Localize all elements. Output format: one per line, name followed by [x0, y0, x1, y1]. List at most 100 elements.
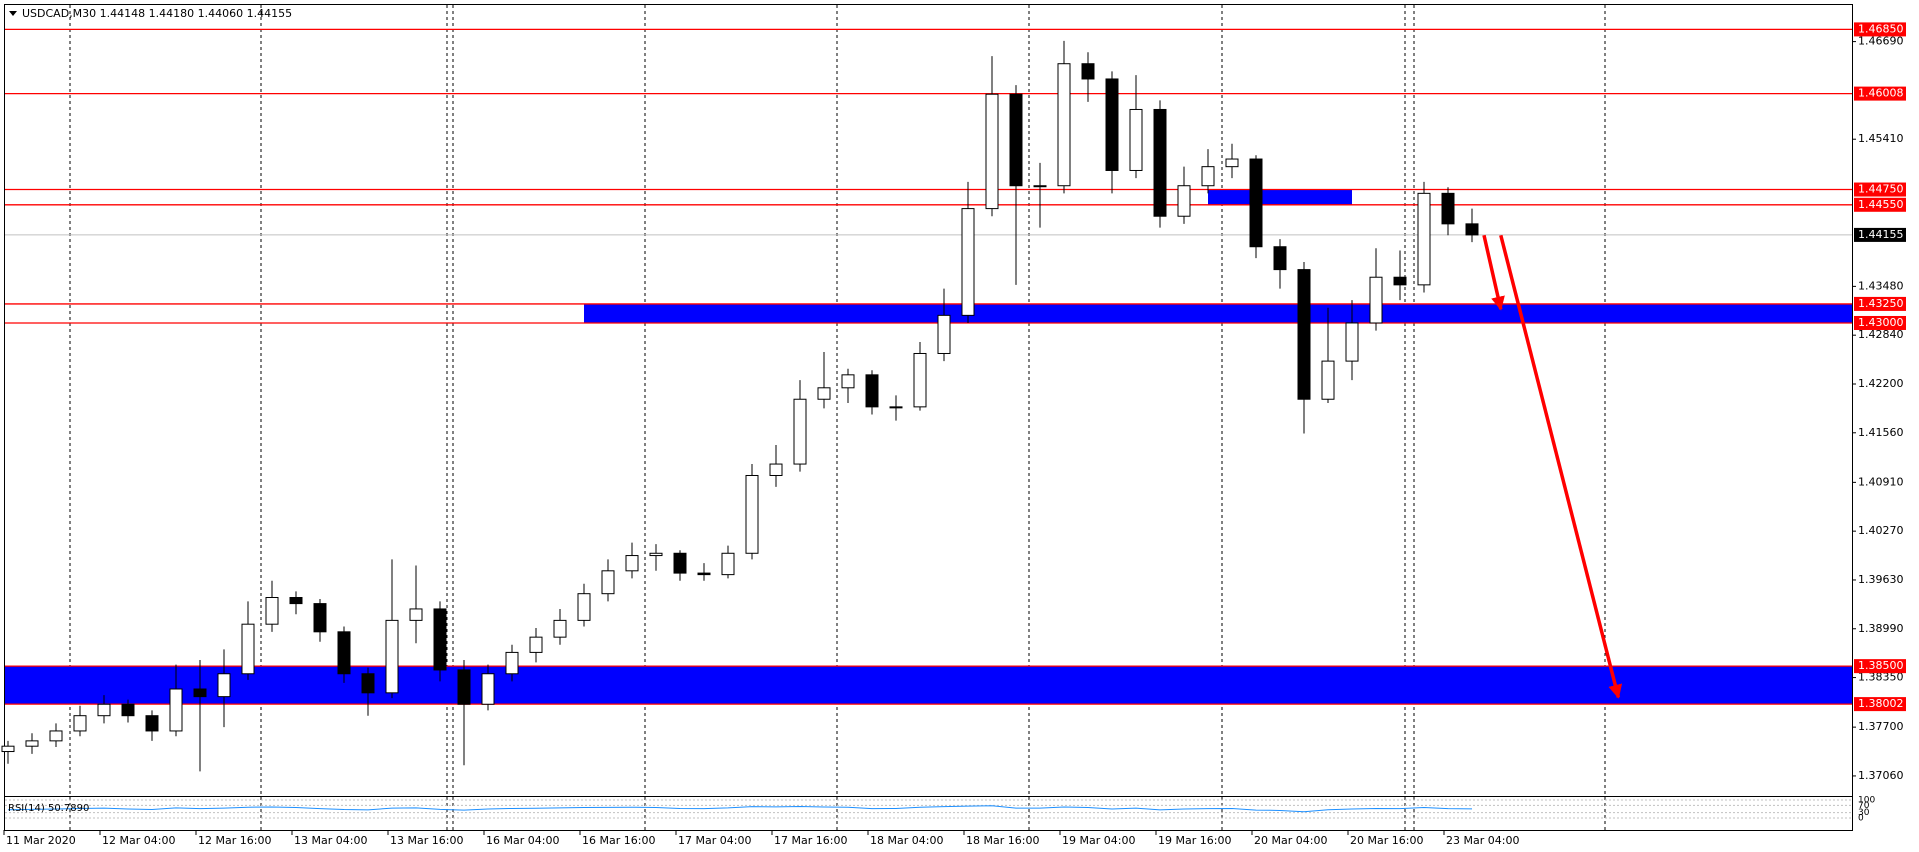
candle-body: [1417, 192, 1431, 286]
candle-body: [409, 608, 423, 621]
x-tick-label: 19 Mar 16:00: [1158, 834, 1231, 847]
candle-body: [1345, 322, 1359, 362]
rsi-tick-label: 30: [1858, 808, 1870, 818]
candle-body: [985, 93, 999, 210]
x-tick-label: 16 Mar 04:00: [486, 834, 559, 847]
candle-body: [1153, 108, 1167, 217]
y-tick-label: 1.41560: [1858, 426, 1904, 439]
candle-body: [1009, 93, 1023, 187]
level-label: 1.46008: [1858, 87, 1904, 100]
zone: [584, 303, 1852, 323]
candle-body: [1129, 108, 1143, 171]
level-label-box: [1854, 22, 1906, 37]
candle-body: [73, 715, 87, 732]
candle-body: [889, 406, 903, 409]
level-label: 1.43250: [1858, 297, 1904, 310]
y-tick-label: 1.39630: [1858, 573, 1904, 586]
candle-body: [265, 597, 279, 625]
menu-triangle[interactable]: [9, 11, 17, 16]
candle-body: [1201, 166, 1215, 187]
candle-body: [1297, 269, 1311, 400]
x-tick-label: 11 Mar 2020: [6, 834, 76, 847]
rsi-label: RSI(14) 50.7890: [8, 803, 89, 814]
candle-body: [1249, 158, 1263, 248]
x-tick-label: 16 Mar 16:00: [582, 834, 655, 847]
candle-body: [529, 636, 543, 653]
candle-body: [793, 398, 807, 465]
last-price-box: [1854, 227, 1906, 242]
candle-body: [385, 619, 399, 694]
candle-body: [1273, 246, 1287, 271]
x-tick-label: 12 Mar 16:00: [198, 834, 271, 847]
y-tick-label: 1.38990: [1858, 622, 1904, 635]
candle-body: [769, 463, 783, 476]
level-label: 1.44750: [1858, 183, 1904, 196]
candle-body: [1225, 158, 1239, 168]
level-label: 1.46850: [1858, 22, 1904, 35]
level-label: 1.43000: [1858, 316, 1904, 329]
candle-body: [865, 374, 879, 408]
candle-body: [625, 555, 639, 572]
y-tick-label: 1.40270: [1858, 524, 1904, 537]
level-label-box: [1854, 315, 1906, 330]
candle-body: [913, 352, 927, 408]
x-tick-label: 20 Mar 16:00: [1350, 834, 1423, 847]
candle-body: [1081, 63, 1095, 80]
candle-body: [961, 208, 975, 316]
x-tick-label: 17 Mar 16:00: [774, 834, 847, 847]
candle-body: [457, 669, 471, 705]
candle-body: [313, 603, 327, 633]
candle-body: [745, 474, 759, 554]
candle-body: [1177, 185, 1191, 217]
y-tick-label: 1.42840: [1858, 328, 1904, 341]
candle-body: [217, 673, 231, 698]
candle-body: [937, 314, 951, 354]
level-label: 1.38002: [1858, 697, 1904, 710]
frame: [4, 4, 1853, 831]
candle-body: [361, 673, 375, 694]
y-tick-label: 1.38350: [1858, 671, 1904, 684]
zone: [5, 666, 1852, 705]
y-tick-label: 1.42200: [1858, 377, 1904, 390]
candle-body: [721, 552, 735, 576]
candle-body: [1321, 360, 1335, 400]
x-tick-label: 17 Mar 04:00: [678, 834, 751, 847]
level-label-box: [1854, 182, 1906, 197]
x-tick-label: 13 Mar 16:00: [390, 834, 463, 847]
candle-body: [1465, 223, 1479, 236]
candle-body: [433, 608, 447, 671]
candle-body: [601, 570, 615, 595]
candle-body: [553, 619, 567, 638]
level-label: 1.44550: [1858, 198, 1904, 211]
candle-body: [1369, 276, 1383, 324]
candle-body: [673, 552, 687, 574]
candle-body: [1033, 185, 1047, 188]
level-label-box: [1854, 659, 1906, 674]
candle-body: [505, 651, 519, 675]
rsi-tick-label: 0: [1858, 814, 1864, 824]
candle-body: [1441, 192, 1455, 225]
last-price-label: 1.44155: [1858, 228, 1904, 241]
y-tick-label: 1.37700: [1858, 720, 1904, 733]
candle-body: [649, 552, 663, 557]
candle-body: [241, 623, 255, 675]
x-tick-label: 18 Mar 16:00: [966, 834, 1039, 847]
candle-body: [193, 688, 207, 698]
level-label-box: [1854, 197, 1906, 212]
candle-body: [841, 374, 855, 389]
chart-title: USDCAD,M30 1.44148 1.44180 1.44060 1.441…: [22, 7, 292, 20]
rsi-line: [7, 805, 1473, 813]
y-tick-label: 1.45410: [1858, 132, 1904, 145]
x-tick-label: 23 Mar 04:00: [1446, 834, 1519, 847]
rsi-tick-label: 70: [1858, 801, 1870, 811]
candle-body: [1, 745, 15, 753]
candle-body: [1393, 276, 1407, 286]
candle-body: [1105, 78, 1119, 171]
rsi-tick-label: 100: [1858, 796, 1875, 806]
y-tick-label: 1.40910: [1858, 475, 1904, 488]
x-tick-label: 12 Mar 04:00: [102, 834, 175, 847]
candle-body: [121, 703, 135, 717]
x-tick-label: 13 Mar 04:00: [294, 834, 367, 847]
